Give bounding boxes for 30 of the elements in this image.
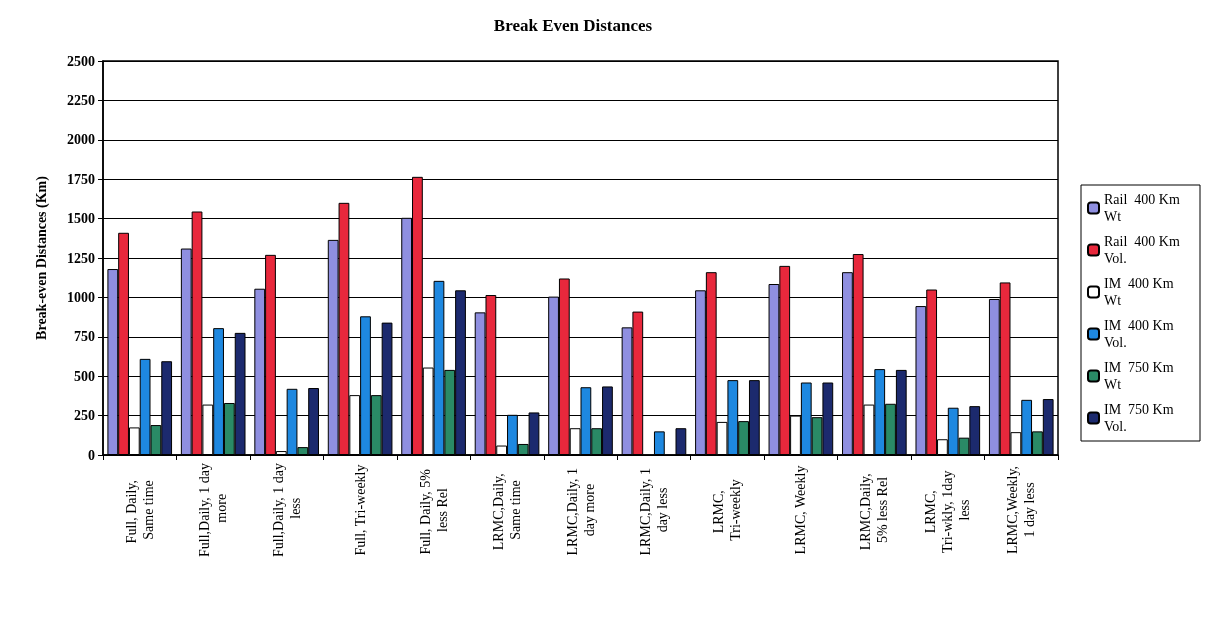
- x-tick-label: LRMC, Weekly: [793, 465, 809, 555]
- y-tick-label: 1500: [67, 211, 95, 227]
- y-axis-title: Break-even Distances (Km): [33, 175, 50, 340]
- x-tick-label: Full, Daily, 5% less Rel: [417, 465, 450, 555]
- y-tick-label: 2000: [67, 132, 95, 148]
- x-tick-label: Full, Daily, Same time: [123, 476, 156, 544]
- legend-label: IM 750 Km Vol.: [1104, 402, 1178, 434]
- x-tick-label: LRMC,Daily, 1 day more: [564, 464, 597, 556]
- legend-label: Rail 400 Km Vol.: [1104, 234, 1184, 266]
- x-tick-label: LRMC,Daily, 5% less Rel: [858, 469, 891, 551]
- x-tick-label: LRMC, Tri-weekly: [711, 479, 744, 541]
- x-tick-label: Full, Tri-weekly: [352, 464, 368, 556]
- legend-label: IM 400 Km Wt: [1104, 276, 1178, 308]
- x-tick-label: LRMC,Daily, 1 day less: [637, 464, 670, 556]
- legend-label: Rail 400 Km Wt: [1104, 192, 1184, 224]
- legend-label: IM 400 Km Vol.: [1104, 318, 1178, 350]
- x-tick-label: Full,Daily, 1 day less: [270, 463, 303, 557]
- x-tick-label: LRMC, Tri-wkly, 1day less: [923, 466, 973, 554]
- y-tick-label: 750: [74, 329, 95, 345]
- x-tick-label: Full,Daily, 1 day more: [197, 463, 230, 557]
- y-tick-label: 0: [88, 447, 95, 463]
- y-tick-label: 1000: [67, 289, 95, 305]
- y-tick-label: 2250: [67, 92, 95, 108]
- y-tick-label: 500: [74, 368, 95, 384]
- chart-title: Break Even Distances: [493, 16, 653, 35]
- legend-label: IM 750 Km Wt: [1104, 360, 1178, 392]
- y-tick-label: 250: [74, 408, 95, 424]
- y-tick-label: 1750: [67, 171, 95, 187]
- y-tick-label: 1250: [67, 250, 95, 266]
- y-tick-label: 2500: [67, 53, 95, 69]
